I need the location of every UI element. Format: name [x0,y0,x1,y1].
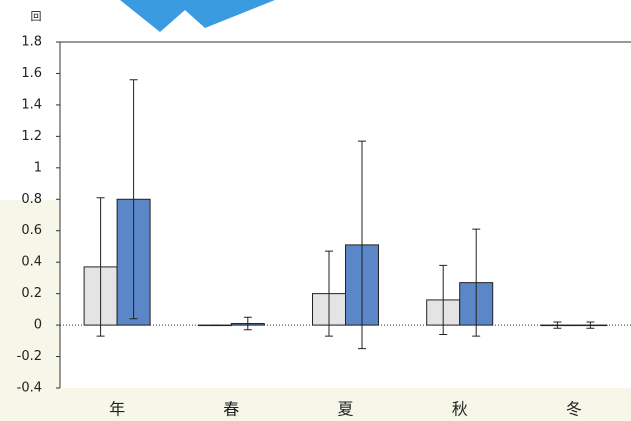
x-tick-label: 年 [109,400,125,419]
y-tick-label: 0.2 [21,286,42,301]
chart: 回 -0.4 -0.2 0 0.2 0.4 0.6 0.8 1 1.2 1.4 1.6 1.8 年 春 夏 秋… [0,0,631,421]
decoration [120,0,275,32]
y-tick-label: 1 [34,160,42,175]
y-tick-label: 0.4 [21,255,42,270]
y-tick-label: 0 [34,318,42,333]
x-tick-label: 夏 [337,400,353,419]
y-tick-label: 1.8 [21,35,42,50]
y-tick-label: 0.6 [21,223,42,238]
y-tick-label: 0.8 [21,192,42,207]
y-tick-label: 1.2 [21,129,42,144]
y-tick-label: 1.6 [21,66,42,81]
y-tick-label: -0.2 [17,349,42,364]
y-tick-label: 1.4 [21,97,42,112]
y-tick-label: -0.4 [17,381,42,396]
x-tick-label: 秋 [452,400,468,419]
x-tick-label: 冬 [566,400,582,419]
unit-label: 回 [31,10,42,23]
x-tick-label: 春 [223,400,239,419]
